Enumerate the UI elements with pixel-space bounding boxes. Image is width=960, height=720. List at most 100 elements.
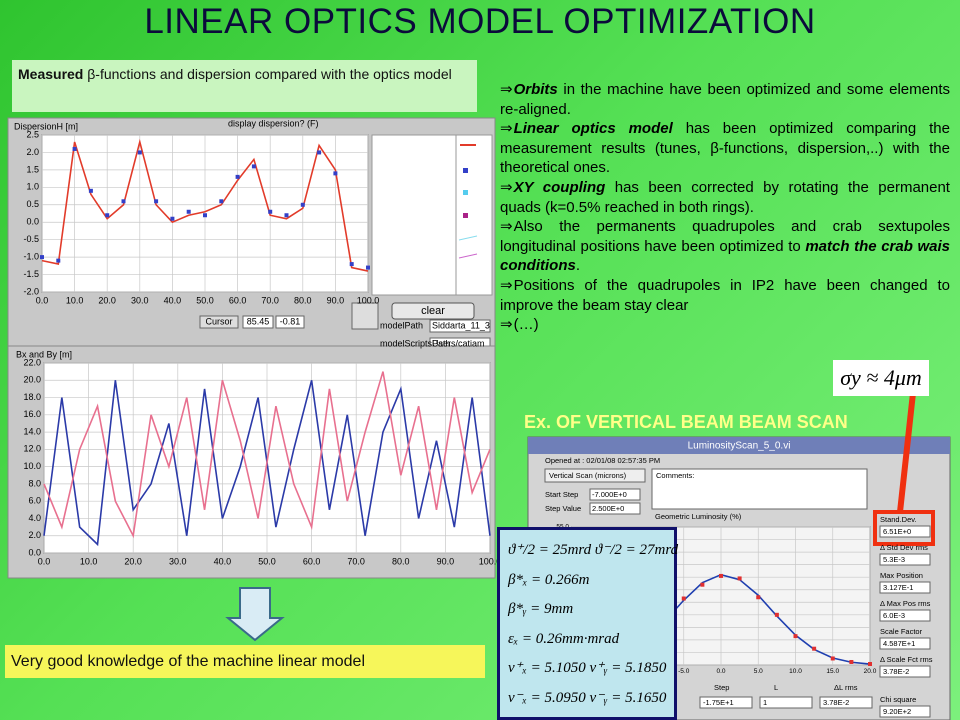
data-point: [137, 150, 142, 155]
label: Opened at : 02/01/08 02:57:35 PM: [545, 456, 660, 465]
x-tick-label: 50.0: [196, 295, 214, 305]
y-tick-label: -1.0: [23, 251, 39, 261]
params-box: ϑ⁺/2 = 25mrd ϑ⁻/2 = 27mrd β*ₓ = 0.266m β*ᵧ…: [497, 527, 678, 720]
bullet-marker: ⇒: [500, 276, 513, 294]
bullet-text: Orbits: [513, 81, 558, 98]
y-tick-label: 22.0: [23, 357, 41, 367]
field-box: [879, 705, 931, 718]
caption-box: Measured β-functions and dispersion comp…: [12, 60, 477, 112]
scan-title: Ex. OF VERTICAL BEAM BEAM SCAN: [524, 412, 848, 432]
data-point: [737, 576, 742, 581]
data-point: [121, 199, 126, 204]
y-tick-label: -1.5: [23, 269, 39, 279]
field-box: [879, 665, 931, 678]
x-tick-label: 90.0: [437, 556, 455, 566]
data-point: [700, 582, 705, 587]
y-tick-label: 16.0: [23, 409, 41, 419]
formula: σy ≈ 4μm: [833, 360, 929, 396]
field-box: [879, 637, 931, 650]
bullet-marker: ⇒: [500, 316, 513, 334]
plot-title: Bx and By [m]: [16, 349, 72, 359]
x-tick-label: 90.0: [327, 295, 345, 305]
x-tick-label: 0.0: [36, 295, 49, 305]
data-line: [43, 371, 491, 539]
data-point: [88, 188, 93, 193]
down-arrow: [225, 587, 285, 642]
lumi-titlebar: [528, 437, 950, 454]
y-tick-label: 4.0: [28, 513, 41, 523]
label: 9.20E+2: [883, 707, 911, 716]
bullet-text: Also the permanents quadrupoles and crab…: [500, 218, 950, 255]
x-tick-label: 70.0: [347, 556, 365, 566]
field-box: [699, 696, 753, 709]
x-tick-label: 15.0: [826, 668, 839, 675]
label: 6.0E-3: [883, 611, 905, 620]
label: LuminosityScan_5_0.vi: [688, 441, 791, 452]
x-tick-label: 40.0: [214, 556, 232, 566]
legend-sample: [463, 213, 468, 218]
label: Siddarta_11_3: [432, 320, 490, 330]
x-tick-label: 40.0: [164, 295, 182, 305]
field-box: [879, 553, 931, 566]
param-line: εₓ = 0.26mm·mrad: [508, 630, 620, 647]
bullet-marker: ⇒: [500, 218, 513, 236]
label: 1: [763, 698, 767, 707]
param-line: β*ᵧ = 9mm: [508, 601, 574, 617]
bullet-list: ⇒Orbits in the machine have been optimiz…: [500, 80, 950, 335]
label: Vertical Scan (microns): [549, 471, 627, 480]
label: -1.75E+1: [703, 698, 734, 707]
label: 4.587E+1: [883, 639, 915, 648]
data-point: [235, 174, 240, 179]
x-tick-label: 30.0: [169, 556, 187, 566]
data-point: [186, 209, 191, 214]
y-tick-label: 6.0: [28, 496, 41, 506]
x-tick-label: 30.0: [131, 295, 149, 305]
data-point: [793, 634, 798, 639]
label: Geometric Luminosity (%): [655, 512, 742, 521]
label: Chi square: [880, 695, 916, 704]
y-tick-label: 1.0: [26, 182, 39, 192]
data-point: [317, 150, 322, 155]
cursor-box: [199, 315, 239, 329]
field-box: [759, 696, 813, 709]
cursor-pad[interactable]: [351, 302, 379, 330]
bullet-marker: ⇒: [500, 81, 513, 98]
data-point: [154, 199, 159, 204]
cursor-field: [242, 315, 274, 329]
data-point: [284, 213, 289, 218]
field-box: [819, 696, 873, 709]
bullet: ⇒Positions of the quadrupoles in IP2 hav…: [500, 276, 950, 315]
highlight-arrow: [897, 392, 916, 513]
data-point: [203, 213, 207, 218]
path-field: [429, 319, 491, 333]
x-tick-label: 70.0: [261, 295, 279, 305]
label: modelPath: [380, 320, 423, 330]
x-tick-label: 80.0: [392, 556, 410, 566]
clear-button[interactable]: [391, 302, 475, 320]
y-tick-label: 0.0: [26, 217, 39, 227]
bullet-text: Linear optics model: [513, 120, 673, 138]
field-box: [879, 525, 931, 538]
data-point: [40, 255, 44, 260]
caption-text: β-functions and dispersion compared with…: [83, 66, 452, 82]
legend-panel: [371, 134, 457, 296]
x-tick-label: 60.0: [303, 556, 321, 566]
label: 6.51E+0: [883, 527, 911, 536]
data-line: [41, 138, 369, 272]
data-point: [300, 202, 305, 207]
data-point: [268, 209, 273, 214]
mode-select[interactable]: [544, 468, 646, 483]
data-point: [868, 661, 872, 666]
label: Step: [714, 683, 729, 692]
data-point: [719, 573, 723, 578]
label: 3.78E-2: [823, 698, 849, 707]
data-point: [333, 171, 338, 176]
data-point: [681, 596, 686, 601]
data-point: [105, 213, 110, 218]
data-point: [251, 164, 256, 169]
legend-sample: [458, 235, 478, 241]
label: Stand.Dev.: [880, 515, 917, 524]
x-tick-label: 20.0: [864, 668, 877, 675]
y-tick-label: 14.0: [23, 426, 41, 436]
